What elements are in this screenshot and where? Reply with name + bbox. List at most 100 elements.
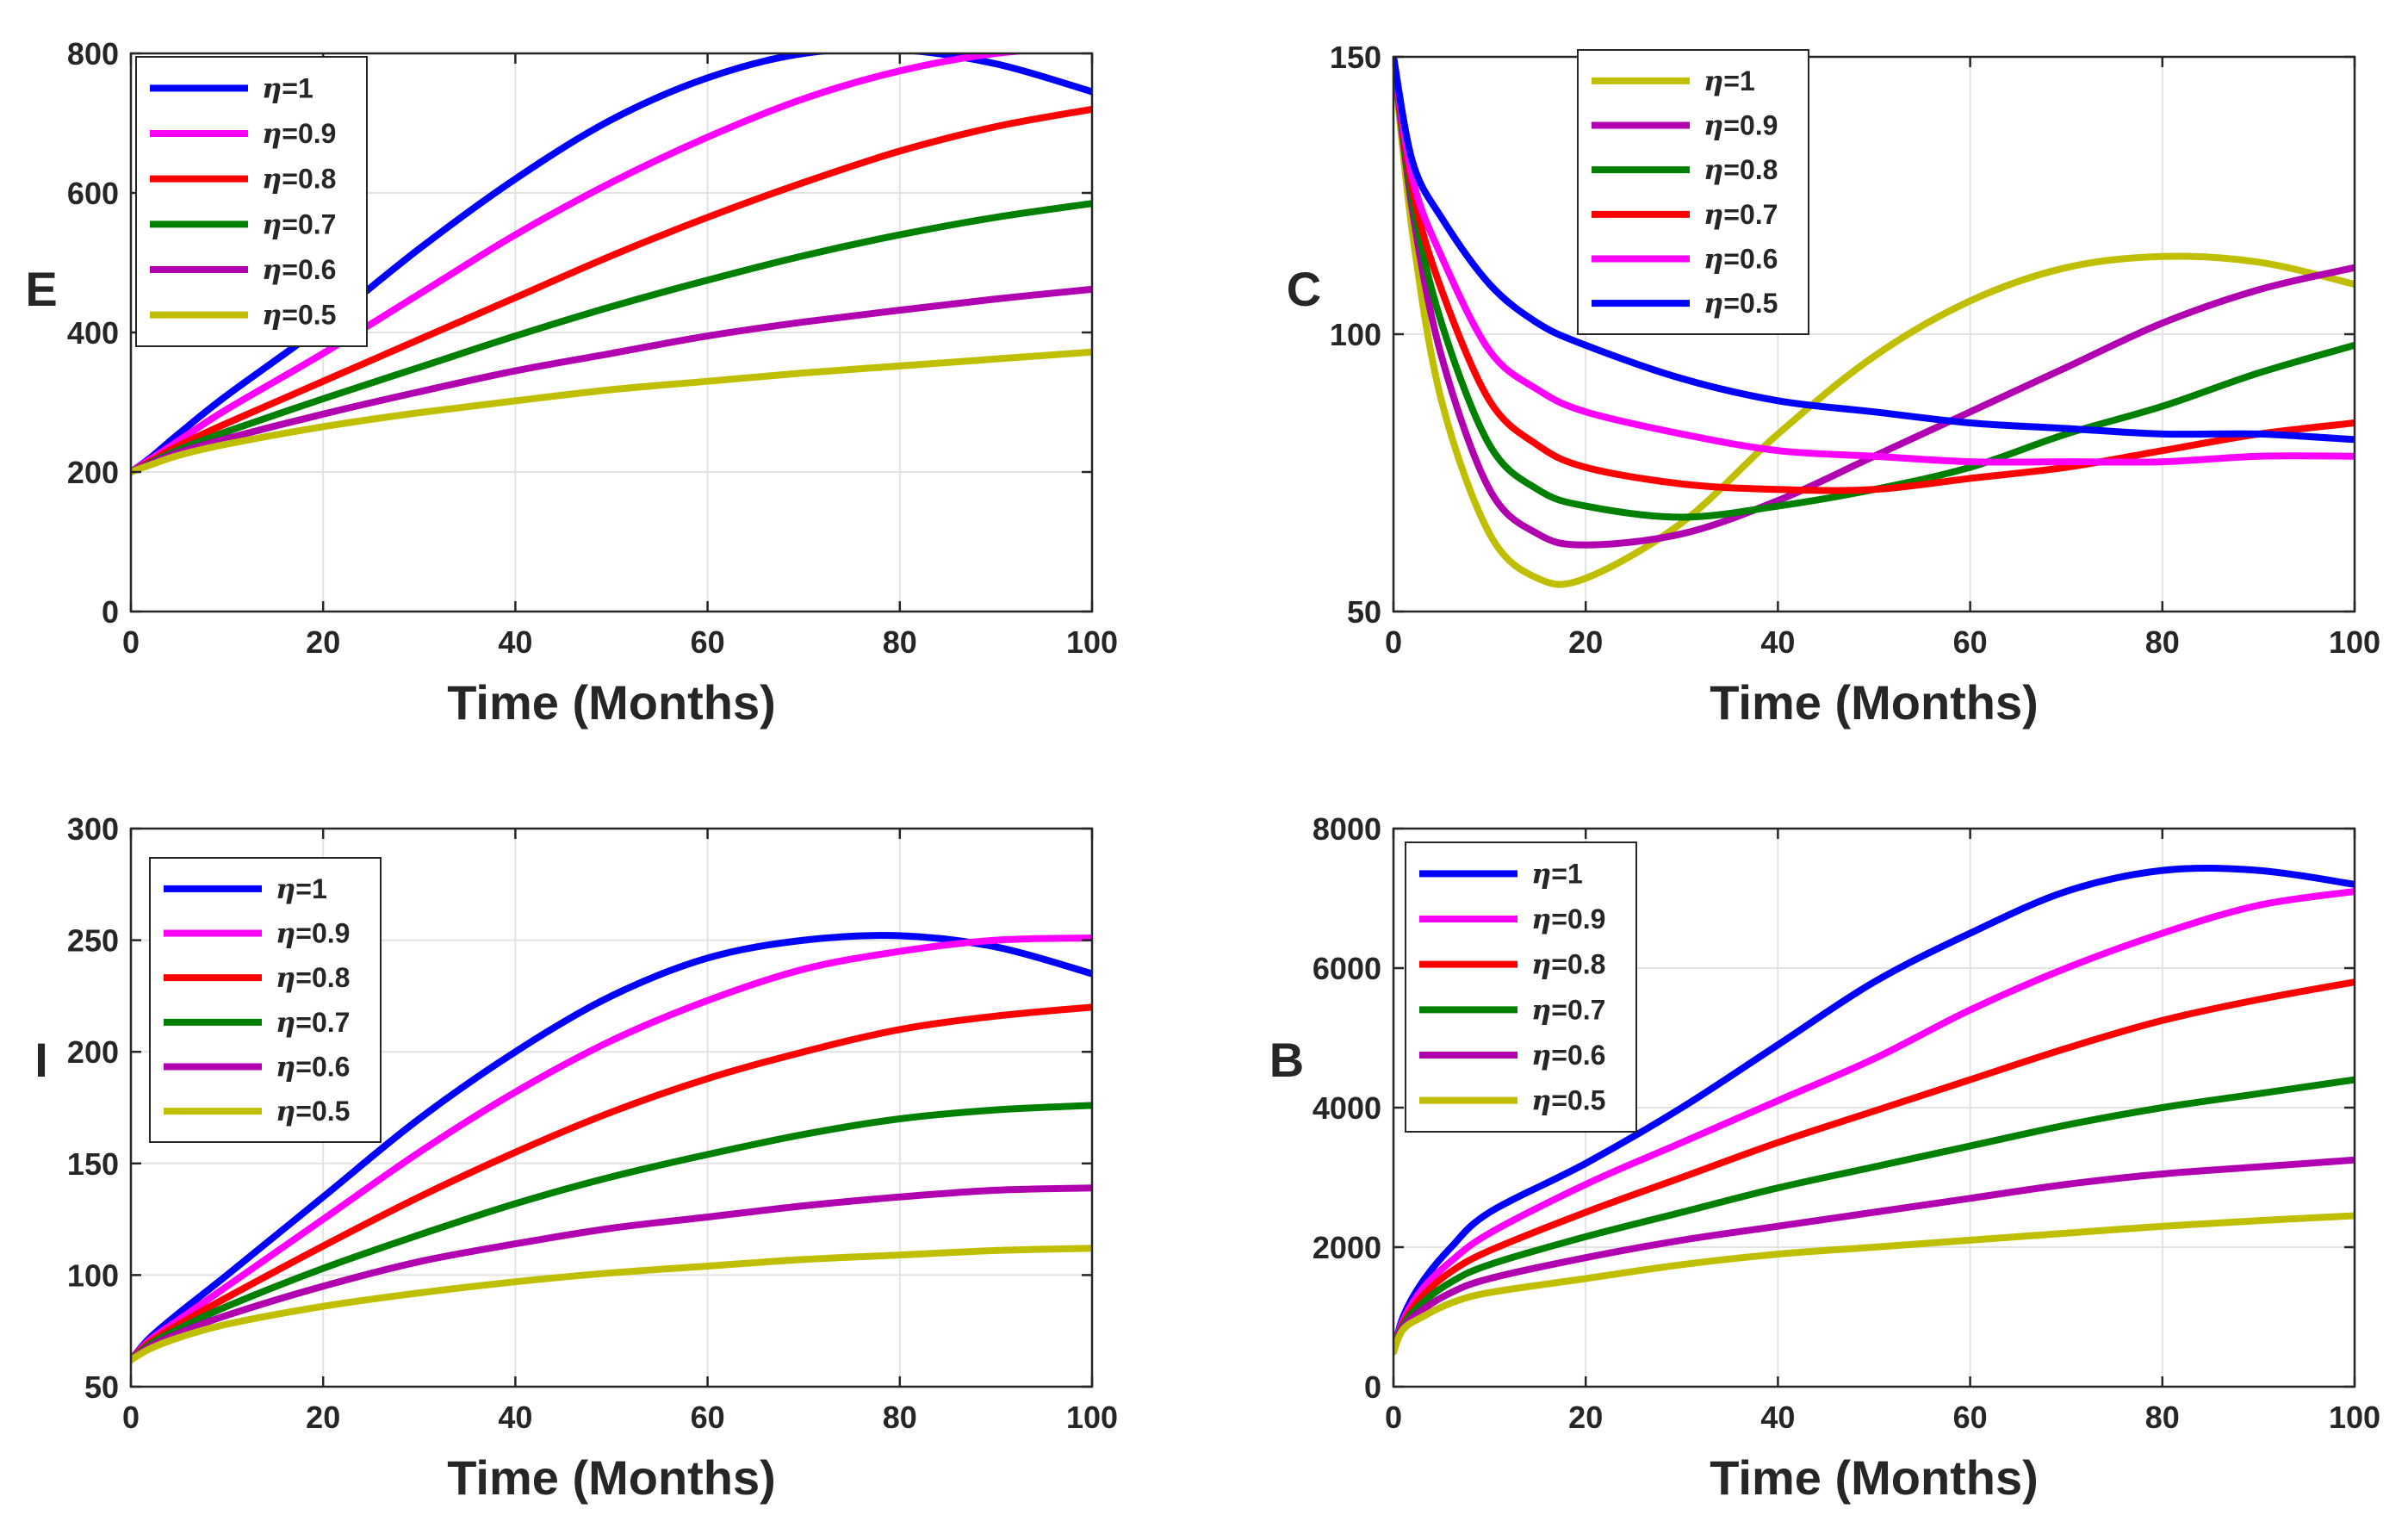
series-line-eta-1 — [1393, 865, 2355, 1356]
y-tick-label: 6000 — [1313, 951, 1381, 986]
x-tick-label: 40 — [1760, 1400, 1795, 1435]
x-tick-label: 60 — [691, 1400, 725, 1435]
x-tick-label: 0 — [1385, 624, 1402, 660]
legend-label: η=0.9 — [276, 917, 350, 950]
legend-label: η=0.5 — [1531, 1084, 1605, 1117]
y-tick-label: 150 — [1330, 40, 1381, 75]
series-line-eta-0-8 — [131, 105, 1092, 475]
y-tick-label: 0 — [102, 594, 119, 630]
y-tick-label: 0 — [1364, 1369, 1381, 1405]
y-tick-label: 200 — [67, 455, 119, 490]
series-line-eta-0-5 — [1393, 1212, 2355, 1356]
legend: η=1 η=0.9 η=0.8 η=0.7 η=0.6 η=0.5 — [149, 857, 382, 1143]
x-tick-label: 40 — [498, 1400, 532, 1435]
x-tick-label: 60 — [1953, 624, 1988, 660]
legend-label: η=0.5 — [276, 1095, 350, 1127]
x-tick-label: 0 — [1385, 1400, 1402, 1435]
legend-label: η=0.5 — [1704, 287, 1778, 320]
series-line-eta-0-6 — [1393, 1156, 2355, 1356]
series-line-eta-0-7 — [131, 200, 1092, 475]
legend-label: η=1 — [276, 872, 327, 905]
series-line-eta-0-5 — [1393, 57, 2355, 444]
legend-label: η=0.5 — [262, 299, 336, 332]
x-tick-label: 0 — [122, 1400, 140, 1435]
y-tick-label: 100 — [1330, 317, 1381, 352]
subplot-e: 0 20 40 60 80 100 0 200 400 600 800 Time (Months) Eη… — [25, 36, 1118, 730]
legend-box — [1577, 49, 1809, 335]
legend: η=1 η=0.9 η=0.8 η=0.7 η=0.6 η=0.5 — [1577, 49, 1809, 335]
series-line-eta-1 — [131, 53, 1092, 475]
x-tick-label: 0 — [122, 624, 140, 660]
y-tick-label: 150 — [67, 1146, 119, 1182]
y-tick-label: 50 — [84, 1369, 119, 1405]
series-line-eta-0-7 — [1393, 1076, 2355, 1356]
series-line-eta-0-6 — [131, 1184, 1092, 1363]
series-line-eta-0-8 — [1393, 57, 2355, 521]
x-tick-label: 20 — [1568, 624, 1603, 660]
legend-box — [135, 56, 368, 347]
legend-label: η=0.6 — [262, 253, 336, 286]
x-tick-label: 20 — [306, 624, 340, 660]
series-line-eta-0-9 — [1393, 887, 2355, 1356]
x-axis-label: Time (Months) — [447, 675, 776, 730]
legend-label: η=0.7 — [1531, 993, 1605, 1026]
series-line-eta-0-5 — [131, 1245, 1092, 1363]
x-tick-label: 60 — [1953, 1400, 1988, 1435]
legend-label: η=0.7 — [262, 208, 336, 240]
legend-label: η=0.6 — [276, 1051, 350, 1084]
x-tick-label: 40 — [498, 624, 532, 660]
x-tick-label: 20 — [1568, 1400, 1603, 1435]
legend-label: η=0.6 — [1531, 1039, 1605, 1071]
y-tick-label: 400 — [67, 315, 119, 351]
series-group — [131, 932, 1092, 1363]
series-line-eta-0-9 — [131, 935, 1092, 1363]
subplot-b: 0 20 40 60 80 100 0 2000 4000 6000 8000 Time (Month… — [1269, 811, 2380, 1505]
y-axis-label: B — [1269, 1033, 1304, 1087]
x-tick-label: 80 — [2145, 1400, 2180, 1435]
x-tick-label: 100 — [2329, 1400, 2380, 1435]
y-tick-label: 600 — [67, 176, 119, 211]
legend-label: η=0.8 — [276, 961, 350, 994]
subplot-i: 0 20 40 60 80 100 50 100 150 200 250 300 Time (Month… — [34, 811, 1118, 1505]
series-line-eta-1 — [1393, 57, 2355, 588]
x-axis-label: Time (Months) — [447, 1450, 776, 1505]
y-axis-label: I — [34, 1033, 48, 1087]
axes-box — [129, 827, 1094, 1388]
x-axis-label: Time (Months) — [1710, 675, 2039, 730]
y-tick-label: 200 — [67, 1034, 119, 1070]
series-group — [1393, 57, 2355, 588]
legend: η=1 η=0.9 η=0.8 η=0.7 η=0.6 η=0.5 — [1405, 841, 1637, 1133]
series-line-eta-0-7 — [131, 1102, 1092, 1363]
series-line-eta-0-8 — [1393, 978, 2355, 1356]
y-tick-label: 4000 — [1313, 1090, 1381, 1126]
y-axis-label: E — [25, 262, 57, 316]
x-tick-label: 60 — [691, 624, 725, 660]
y-tick-label: 100 — [67, 1257, 119, 1293]
x-tick-label: 80 — [883, 624, 917, 660]
legend-label: η=0.7 — [276, 1006, 350, 1039]
legend-label: η=0.9 — [1531, 903, 1605, 935]
legend: η=1 η=0.9 η=0.8 η=0.7 η=0.6 η=0.5 — [135, 56, 368, 347]
y-tick-label: 250 — [67, 923, 119, 959]
y-axis-label: C — [1287, 262, 1321, 316]
x-tick-label: 100 — [2329, 624, 2380, 660]
series-line-eta-1 — [131, 932, 1092, 1363]
legend-label: η=0.6 — [1704, 243, 1778, 276]
y-tick-label: 300 — [67, 811, 119, 847]
legend-box — [1405, 841, 1637, 1133]
legend-label: η=1 — [1531, 857, 1583, 890]
legend-label: η=0.9 — [262, 117, 336, 150]
y-tick-label: 800 — [67, 36, 119, 71]
series-group — [1393, 865, 2355, 1356]
series-line-eta-0-9 — [131, 53, 1033, 475]
series-group — [131, 53, 1092, 475]
legend-label: η=1 — [262, 71, 313, 104]
legend-label: η=0.8 — [262, 163, 336, 196]
series-line-eta-0-8 — [131, 1003, 1092, 1363]
legend-label: η=0.7 — [1704, 198, 1778, 231]
series-line-eta-0-7 — [1393, 57, 2355, 494]
subplot-c: 0 20 40 60 80 100 50 100 150 Time (Months) Cη=1 η=0… — [1287, 40, 2380, 730]
series-line-eta-0-9 — [1393, 57, 2355, 549]
x-tick-label: 80 — [2145, 624, 2180, 660]
